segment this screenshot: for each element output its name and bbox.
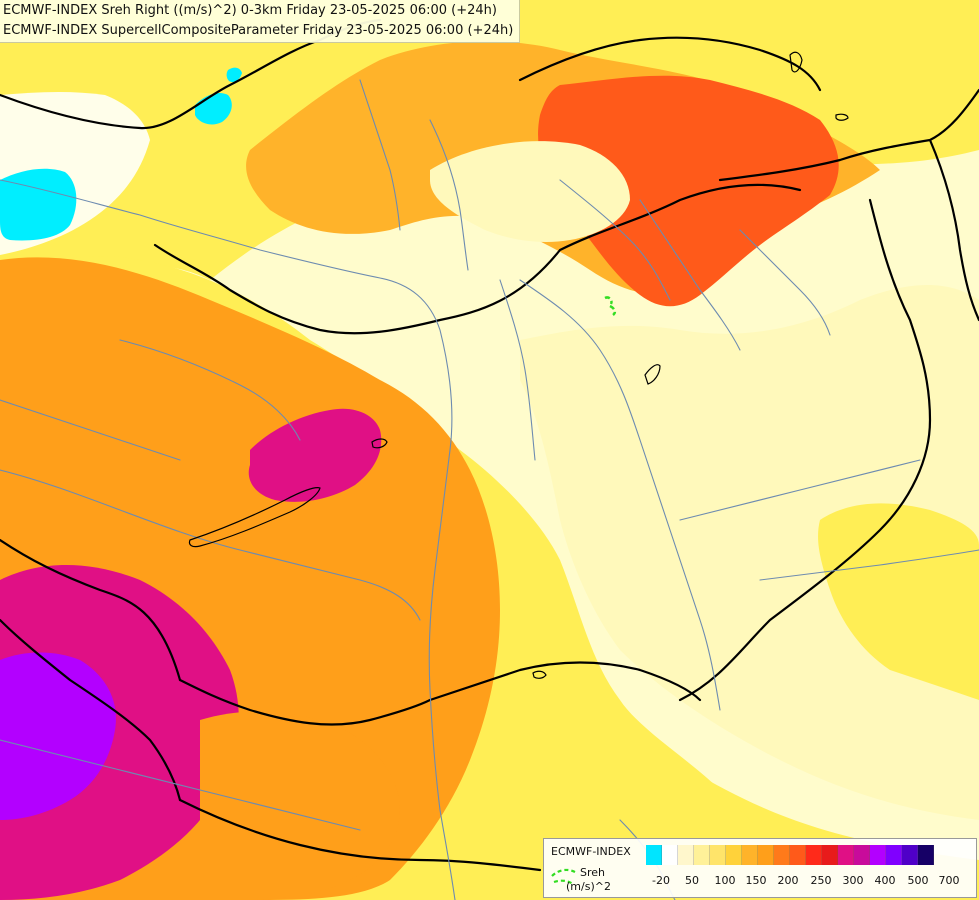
legend-swatch	[870, 845, 886, 865]
lakes	[188, 51, 849, 679]
lake-tisza	[644, 364, 661, 385]
river-hron	[429, 119, 469, 271]
legend-swatch	[902, 845, 918, 865]
sreh-field-magenta-center	[248, 408, 382, 502]
legend-swatch	[790, 845, 806, 865]
legend-tick-label: 500	[907, 874, 929, 887]
sreh-field-cyan-1	[0, 168, 77, 241]
sreh-field-pale-east	[520, 285, 979, 820]
river-sava	[0, 739, 361, 831]
legend-swatch	[662, 845, 678, 865]
lake-velence	[371, 438, 388, 449]
lake-balaton	[188, 487, 321, 548]
legend-swatch	[646, 845, 662, 865]
river-bodrog	[739, 229, 831, 336]
legend-swatch	[838, 845, 854, 865]
river-mur	[0, 399, 181, 461]
border-hungary-croatia	[178, 678, 432, 726]
legend-tick-label: -20	[652, 874, 670, 887]
legend-swatch	[694, 845, 710, 865]
river-koros	[679, 459, 921, 521]
border-east	[928, 138, 979, 322]
river-raba	[119, 339, 301, 441]
legend-source-label: ECMWF-INDEX	[551, 845, 631, 858]
sreh-field-purple	[0, 652, 116, 820]
lake-ne-1	[789, 51, 803, 73]
river-sajo	[559, 179, 671, 301]
sreh-field-orange-south	[200, 711, 400, 900]
river-danube	[0, 179, 456, 900]
map-title-box: ECMWF-INDEX Sreh Right ((m/s)^2) 0-3km F…	[0, 0, 520, 43]
river-zagyva	[499, 279, 536, 461]
legend-swatch	[918, 845, 934, 865]
legend-swatch	[886, 845, 902, 865]
dashed-contour-icon	[551, 868, 576, 885]
lake-south	[532, 670, 547, 679]
color-legend: ECMWF-INDEX Sreh (m/s)^2 -20 50 100 150 200 2…	[543, 838, 977, 898]
legend-tick-label: 150	[745, 874, 767, 887]
legend-tick-label: 400	[874, 874, 896, 887]
river-tisza	[519, 279, 721, 711]
legend-swatch	[854, 845, 870, 865]
river-drava	[0, 469, 421, 621]
river-hernad	[639, 199, 741, 351]
river-vah	[359, 79, 401, 231]
legend-swatch	[806, 845, 822, 865]
border-slovakia-hungary	[153, 183, 802, 335]
sreh-field-cyan-3	[226, 67, 242, 83]
legend-tick-label: 50	[685, 874, 699, 887]
legend-swatch	[726, 845, 742, 865]
scp-contour-1	[604, 296, 613, 305]
sreh-field-pale-central	[430, 141, 630, 242]
legend-swatches	[646, 845, 934, 865]
legend-tick-label: 700	[938, 874, 960, 887]
title-line-1: ECMWF-INDEX Sreh Right ((m/s)^2) 0-3km F…	[3, 3, 497, 18]
sreh-field-yellow-east-lobe	[818, 503, 979, 700]
legend-parameter-label: Sreh	[580, 866, 606, 879]
legend-swatch	[758, 845, 774, 865]
title-line-2: ECMWF-INDEX SupercellCompositeParameter …	[3, 23, 514, 38]
border-austria-slovenia	[0, 538, 182, 682]
sreh-field-red-north	[538, 75, 839, 307]
lake-ne-2	[835, 113, 849, 121]
legend-tick-label: 200	[777, 874, 799, 887]
legend-swatch	[822, 845, 838, 865]
legend-tick-label: 100	[714, 874, 736, 887]
legend-swatch	[774, 845, 790, 865]
sreh-field-magenta	[0, 565, 239, 900]
legend-swatch	[710, 845, 726, 865]
border-ukraine	[718, 88, 979, 182]
legend-tick-label: 250	[810, 874, 832, 887]
river-maros	[759, 549, 979, 581]
legend-swatch	[678, 845, 694, 865]
border-croatia-bosnia	[178, 798, 542, 872]
scp-contour-2	[609, 304, 617, 316]
border-slovenia-croatia	[0, 618, 182, 802]
legend-swatch	[742, 845, 758, 865]
border-hungary-romania	[678, 198, 932, 702]
border-hungary-serbia	[428, 661, 702, 702]
legend-unit-label: (m/s)^2	[566, 880, 611, 893]
scp-contour	[604, 296, 617, 316]
rivers	[0, 79, 979, 900]
legend-tick-label: 300	[842, 874, 864, 887]
